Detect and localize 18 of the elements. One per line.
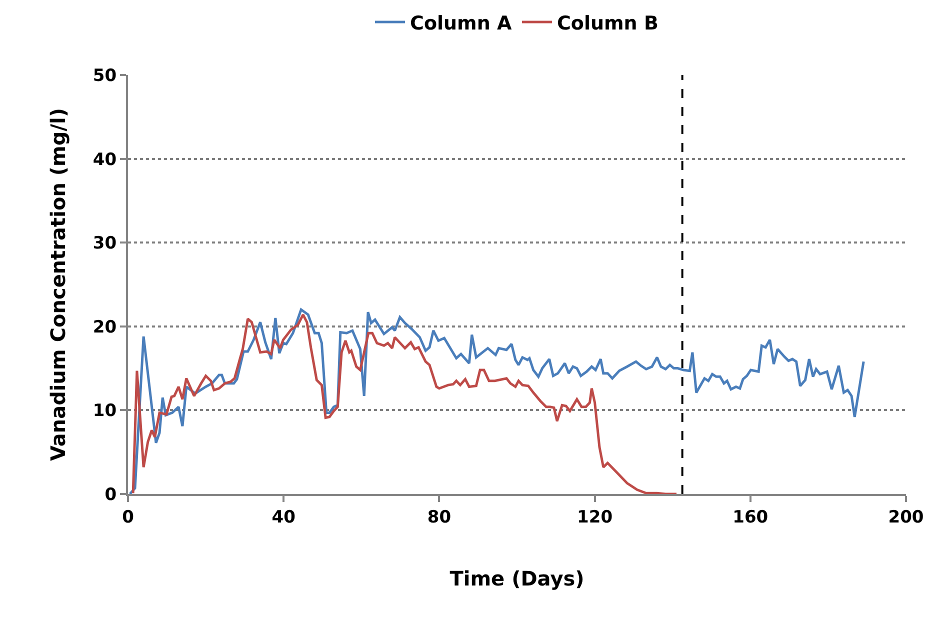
y-tick-label: 50 (92, 66, 117, 86)
y-axis-title: Vanadium Concentration (mg/l) (46, 108, 70, 462)
y-tick-label: 20 (92, 317, 117, 338)
legend-label: Column A (410, 12, 512, 34)
x-axis-title: Time (Days) (450, 566, 584, 590)
line-series (128, 308, 865, 494)
y-tick-label: 0 (104, 484, 117, 505)
y-tick-label: 10 (92, 401, 117, 422)
y-tick-label: 30 (92, 234, 117, 254)
x-tick-label: 80 (427, 507, 452, 528)
y-tick-label: 40 (92, 150, 117, 170)
x-tick-label: 160 (732, 507, 768, 528)
x-tick-label: 0 (122, 507, 134, 528)
line-series (132, 313, 678, 494)
legend-label: Column B (556, 12, 658, 34)
x-tick-label: 120 (577, 507, 613, 528)
x-tick-label: 200 (888, 507, 924, 528)
x-tick-label: 40 (272, 507, 296, 528)
